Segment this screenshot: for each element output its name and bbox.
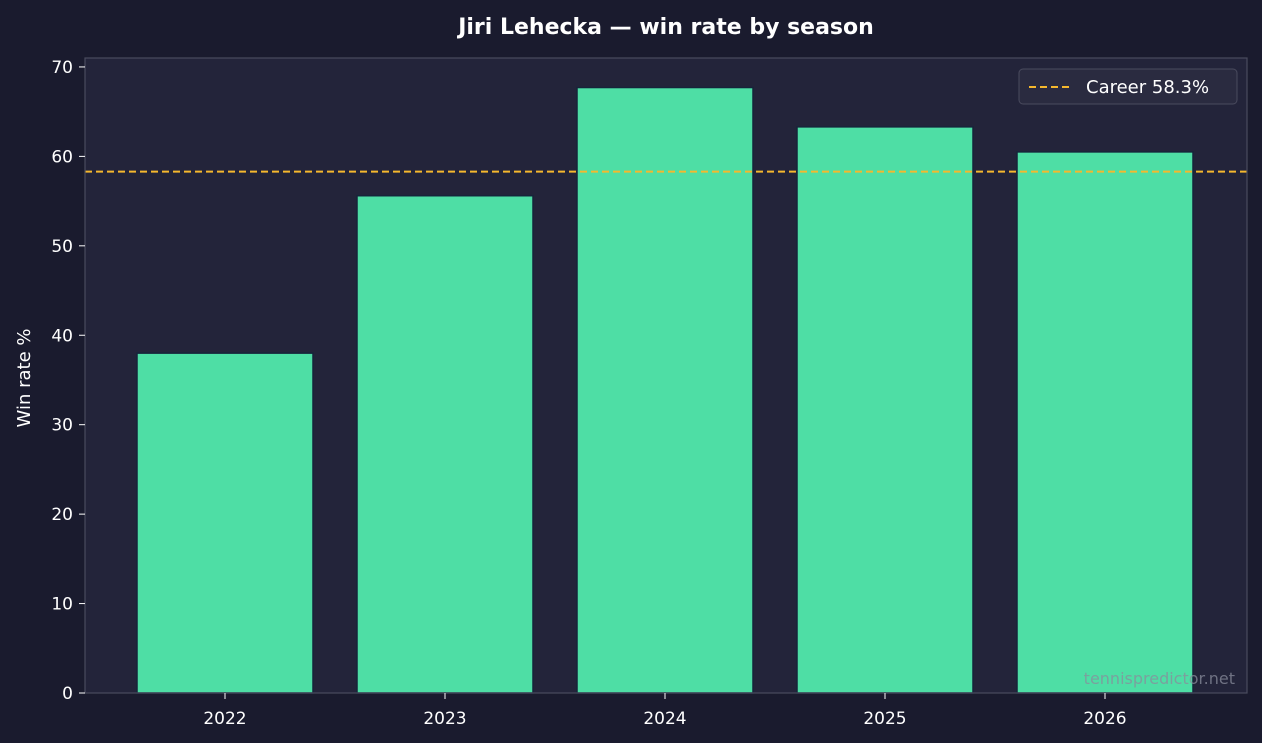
y-tick-label: 20	[51, 505, 73, 525]
legend-entry-career: Career 58.3%	[1086, 77, 1209, 98]
bars-layer	[136, 86, 1194, 694]
x-tick-label-2023: 2023	[423, 709, 466, 729]
bar-2022	[136, 352, 314, 694]
bar-2023	[356, 194, 534, 694]
bar-2026	[1016, 151, 1194, 694]
x-tick-label-2026: 2026	[1083, 709, 1126, 729]
x-axis: 2022 2023 2024 2025 2026	[203, 693, 1127, 729]
y-tick-label: 0	[62, 684, 73, 704]
legend: Career 58.3%	[1018, 68, 1238, 105]
y-tick-label: 40	[51, 326, 73, 346]
y-tick-label: 70	[51, 58, 73, 78]
x-tick-label-2022: 2022	[203, 709, 246, 729]
y-tick-label: 60	[51, 147, 73, 167]
y-tick-label: 30	[51, 416, 73, 436]
chart-title: Jiri Lehecka — win rate by season	[456, 15, 874, 40]
y-tick-label: 10	[51, 595, 73, 615]
y-tick-label: 50	[51, 237, 73, 257]
x-tick-label-2025: 2025	[863, 709, 906, 729]
y-axis: 0 10 20 30 40 50 60 70	[51, 58, 85, 704]
x-tick-label-2024: 2024	[643, 709, 686, 729]
y-axis-label: Win rate %	[14, 329, 35, 428]
bar-2024	[576, 86, 754, 694]
bar-2025	[796, 126, 974, 694]
watermark: tennispredictor.net	[1084, 669, 1235, 688]
plot-frame	[84, 57, 1248, 694]
legend-box	[1018, 68, 1238, 105]
